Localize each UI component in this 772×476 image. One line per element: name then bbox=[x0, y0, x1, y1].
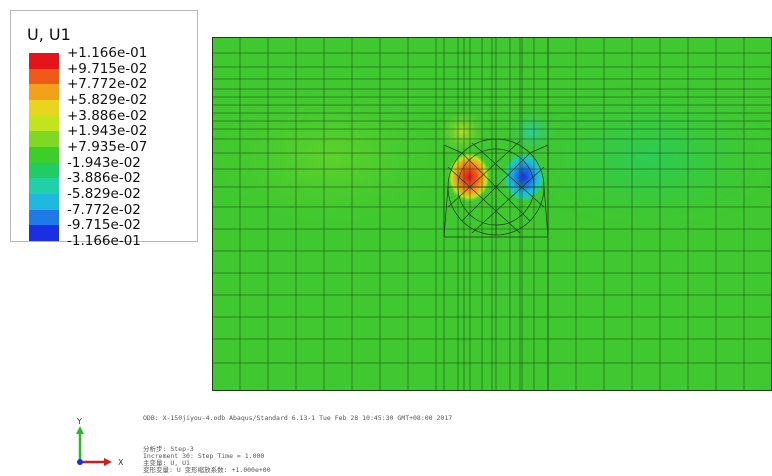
legend-label: -7.772e-02 bbox=[67, 201, 141, 218]
legend-label: -5.829e-02 bbox=[67, 186, 141, 202]
circular-inclusion-mesh bbox=[443, 138, 549, 238]
increment-info-line: Increment 30: Step Time = 1.000 bbox=[143, 452, 265, 460]
contour-zone-right bbox=[502, 72, 772, 242]
legend-color-bar bbox=[29, 53, 59, 242]
legend-swatch bbox=[29, 209, 59, 226]
contour-zone-upper-right bbox=[506, 106, 558, 158]
legend-label: -3.886e-02 bbox=[67, 170, 141, 187]
legend-label: +1.166e-01 bbox=[67, 45, 148, 61]
triad-y-arrow bbox=[76, 426, 84, 434]
contour-hotspot-negative bbox=[502, 151, 546, 203]
legend-label: +5.829e-02 bbox=[67, 92, 148, 108]
legend-swatch bbox=[29, 178, 59, 195]
primary-variable-line: 主变量: U, U1 bbox=[143, 459, 190, 467]
step-info-line: 分析步: Step-3 bbox=[143, 445, 194, 453]
legend-label: +3.886e-02 bbox=[67, 107, 148, 124]
mesh-grid bbox=[212, 37, 772, 391]
legend-swatch bbox=[29, 147, 59, 164]
coordinate-triad: Y X bbox=[62, 412, 142, 472]
fe-mesh-contour-plot bbox=[212, 37, 772, 391]
legend-label: +1.943e-02 bbox=[67, 123, 148, 140]
legend-label: -1.166e-01 bbox=[67, 233, 141, 249]
legend-swatch bbox=[29, 84, 59, 101]
legend-label: -9.715e-02 bbox=[67, 217, 141, 234]
deformed-variable-line: 变形变量: U 变形缩放系数: +1.000e+00 bbox=[143, 466, 271, 474]
triad-x-label: X bbox=[118, 458, 124, 467]
triad-x-arrow bbox=[104, 458, 112, 466]
legend-swatch bbox=[29, 162, 59, 179]
legend-title: U, U1 bbox=[27, 25, 71, 44]
contour-legend: U, U1 +1.166e-01 +9.715e-02 +7.772e-02 +5.8… bbox=[10, 10, 198, 248]
triad-z-origin bbox=[77, 459, 83, 465]
legend-swatch bbox=[29, 194, 59, 211]
legend-swatch bbox=[29, 225, 59, 242]
legend-label: +7.772e-02 bbox=[67, 76, 148, 93]
triad-y-label: Y bbox=[76, 417, 82, 426]
legend-label: -1.943e-02 bbox=[67, 154, 141, 171]
contour-zone-upper-left bbox=[436, 106, 488, 158]
legend-label: +7.935e-07 bbox=[67, 139, 148, 155]
legend-swatch bbox=[29, 68, 59, 85]
legend-swatch bbox=[29, 100, 59, 117]
contour-hotspot-positive bbox=[447, 151, 491, 203]
odb-info-line: ODB: X-150jiyou-4.odb Abaqus/Standard 6.… bbox=[143, 414, 453, 422]
contour-zone-left bbox=[212, 72, 482, 242]
legend-swatch bbox=[29, 131, 59, 148]
legend-label: +9.715e-02 bbox=[67, 60, 148, 77]
legend-swatch bbox=[29, 115, 59, 132]
legend-swatch bbox=[29, 53, 59, 70]
